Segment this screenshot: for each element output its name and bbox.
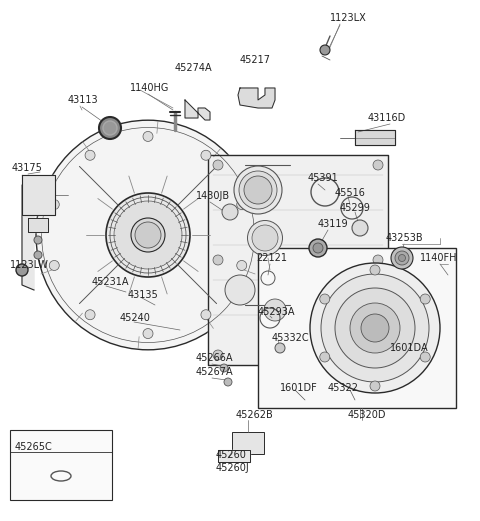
Circle shape (222, 204, 238, 220)
Ellipse shape (135, 222, 161, 248)
Ellipse shape (248, 220, 283, 255)
Text: 45217: 45217 (240, 55, 271, 65)
Text: 43253B: 43253B (386, 233, 424, 243)
Bar (10, 430, 112, 500)
Circle shape (224, 378, 232, 386)
Ellipse shape (131, 218, 165, 252)
Circle shape (16, 264, 28, 276)
Ellipse shape (310, 263, 440, 393)
Text: 1601DF: 1601DF (280, 383, 318, 393)
Circle shape (201, 310, 211, 320)
Ellipse shape (391, 247, 413, 269)
Circle shape (370, 265, 380, 275)
Ellipse shape (36, 120, 260, 350)
Ellipse shape (313, 243, 323, 253)
Text: 45260: 45260 (216, 450, 247, 460)
Text: 45231A: 45231A (92, 277, 130, 287)
Circle shape (420, 294, 430, 304)
Circle shape (143, 329, 153, 339)
Ellipse shape (252, 225, 278, 251)
Circle shape (220, 364, 228, 372)
Circle shape (352, 220, 368, 236)
Circle shape (370, 381, 380, 391)
Polygon shape (355, 130, 395, 145)
Circle shape (420, 352, 430, 362)
Ellipse shape (103, 121, 117, 135)
Text: 43113: 43113 (68, 95, 98, 105)
Ellipse shape (398, 254, 406, 262)
Text: 43175: 43175 (12, 163, 43, 173)
Circle shape (49, 200, 59, 209)
Circle shape (320, 45, 330, 55)
Text: 1123LW: 1123LW (10, 260, 49, 270)
Ellipse shape (321, 274, 429, 382)
Polygon shape (218, 450, 250, 462)
Ellipse shape (309, 239, 327, 257)
Circle shape (373, 350, 383, 360)
Bar (232, 432, 264, 454)
Text: 43116D: 43116D (368, 113, 406, 123)
Polygon shape (28, 218, 48, 232)
Text: 1123LX: 1123LX (330, 13, 367, 23)
Text: 45274A: 45274A (175, 63, 213, 73)
Ellipse shape (239, 171, 277, 209)
Text: 1140HG: 1140HG (130, 83, 169, 93)
Circle shape (85, 150, 95, 160)
Ellipse shape (244, 176, 272, 204)
Text: 45391: 45391 (308, 173, 339, 183)
Text: 45293A: 45293A (258, 307, 296, 317)
Circle shape (85, 310, 95, 320)
Polygon shape (22, 175, 55, 215)
Ellipse shape (234, 166, 282, 214)
Ellipse shape (264, 299, 286, 321)
Bar (258, 248, 456, 408)
Circle shape (275, 343, 285, 353)
Ellipse shape (114, 201, 182, 269)
Text: 45240: 45240 (120, 313, 151, 323)
Circle shape (34, 236, 42, 244)
Circle shape (213, 350, 223, 360)
Circle shape (143, 131, 153, 141)
Ellipse shape (350, 303, 400, 353)
Ellipse shape (361, 314, 389, 342)
Ellipse shape (106, 193, 190, 277)
Circle shape (373, 255, 383, 265)
Text: 45267A: 45267A (196, 367, 234, 377)
Polygon shape (238, 88, 275, 108)
Text: 43135: 43135 (128, 290, 159, 300)
Circle shape (237, 200, 247, 209)
Circle shape (213, 255, 223, 265)
Text: 1601DA: 1601DA (390, 343, 429, 353)
Text: 45322: 45322 (328, 383, 359, 393)
Text: 45262B: 45262B (236, 410, 274, 420)
Text: 45299: 45299 (340, 203, 371, 213)
Text: 43119: 43119 (318, 219, 348, 229)
Ellipse shape (225, 275, 255, 305)
Circle shape (237, 260, 247, 270)
Text: 45516: 45516 (335, 188, 366, 198)
Text: 1140FH: 1140FH (420, 253, 457, 263)
Circle shape (213, 160, 223, 170)
Polygon shape (208, 155, 388, 365)
Circle shape (201, 150, 211, 160)
Ellipse shape (99, 117, 121, 139)
Text: 45265C: 45265C (15, 442, 53, 452)
Text: 45332C: 45332C (272, 333, 310, 343)
Ellipse shape (335, 288, 415, 368)
Text: 45320D: 45320D (348, 410, 386, 420)
Text: 22121: 22121 (256, 253, 287, 263)
Circle shape (320, 352, 330, 362)
Ellipse shape (395, 251, 409, 265)
Polygon shape (22, 180, 34, 290)
Circle shape (49, 260, 59, 270)
Text: 45260J: 45260J (216, 463, 250, 473)
Polygon shape (185, 100, 210, 120)
Circle shape (320, 294, 330, 304)
Circle shape (34, 251, 42, 259)
Text: 1430JB: 1430JB (196, 191, 230, 201)
Text: 45266A: 45266A (196, 353, 233, 363)
Circle shape (373, 160, 383, 170)
